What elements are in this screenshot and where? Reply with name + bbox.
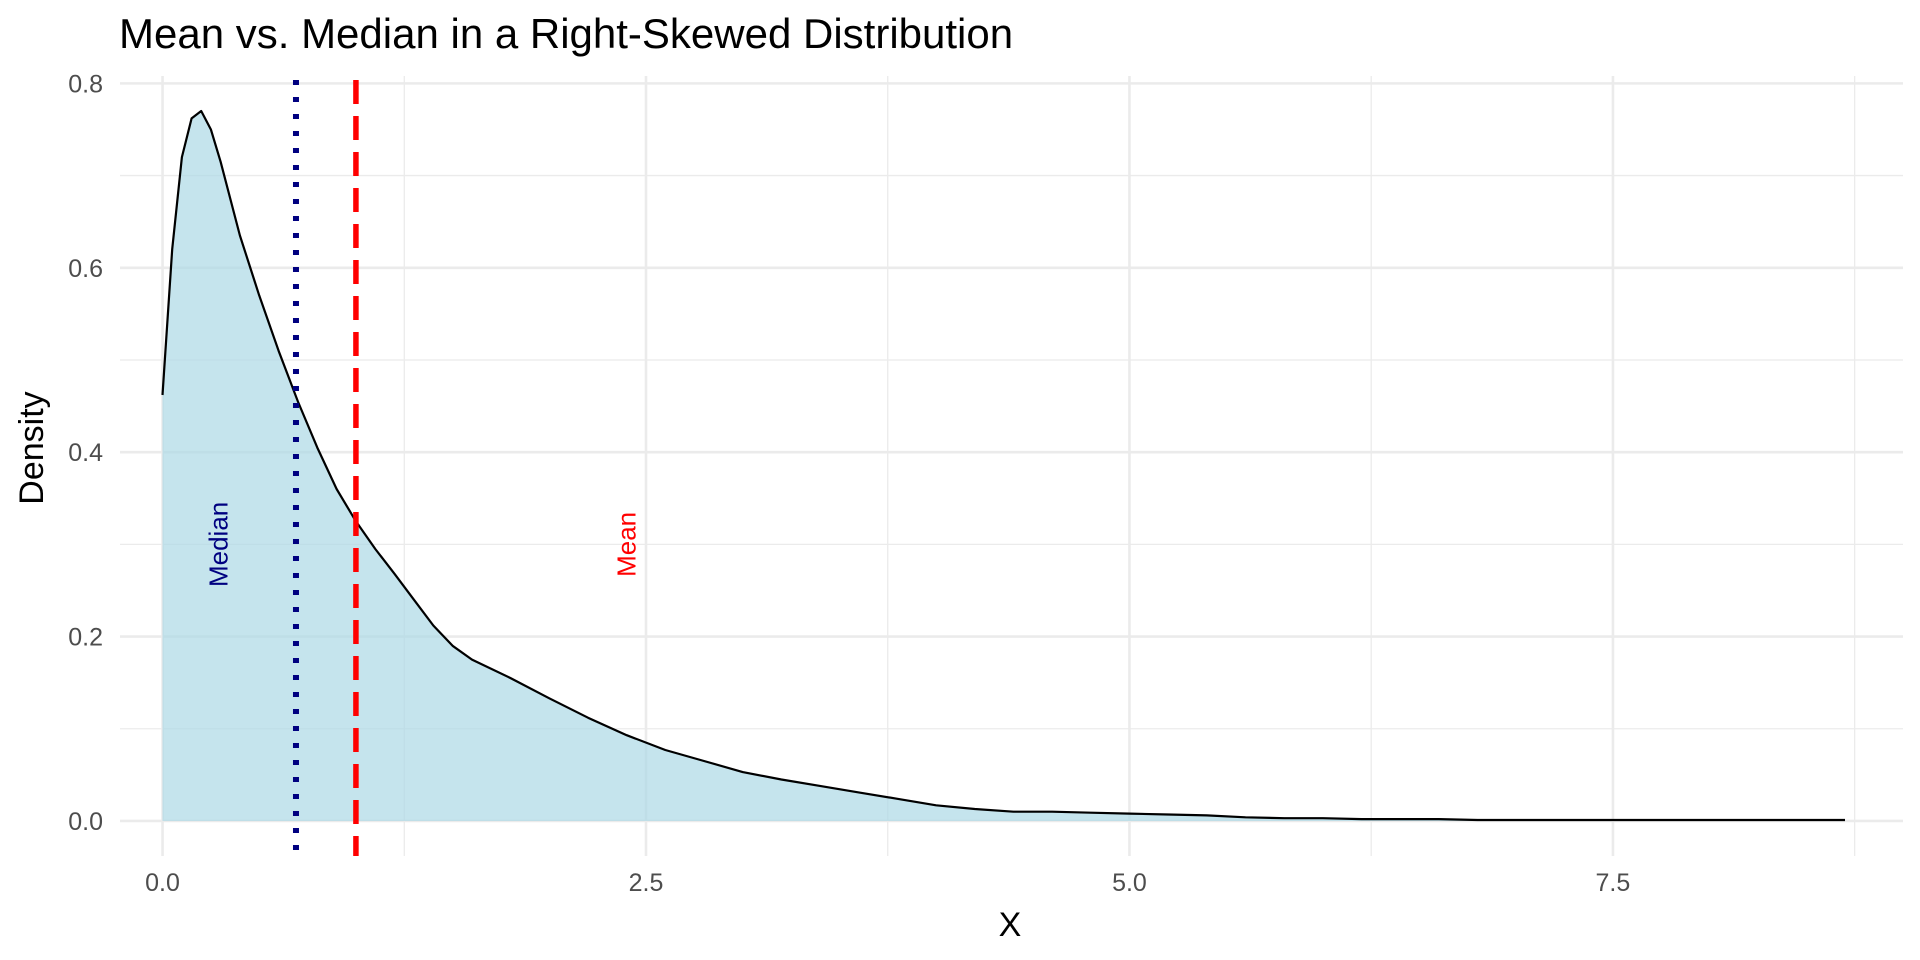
y-tick-label: 0.0 bbox=[68, 808, 103, 836]
x-axis-ticks: 0.0 2.5 5.0 7.5 bbox=[145, 869, 1630, 897]
x-tick-label: 2.5 bbox=[629, 869, 664, 897]
y-tick-label: 0.6 bbox=[68, 255, 103, 283]
reference-lines: Median Mean bbox=[204, 80, 642, 856]
chart-title: Mean vs. Median in a Right-Skewed Distri… bbox=[119, 10, 1013, 57]
x-axis-title: X bbox=[999, 906, 1022, 944]
y-tick-label: 0.8 bbox=[68, 70, 103, 98]
y-axis-title: Density bbox=[13, 391, 51, 504]
density-area bbox=[162, 111, 1845, 821]
x-tick-label: 0.0 bbox=[145, 869, 180, 897]
mean-annotation: Mean bbox=[612, 512, 642, 577]
x-tick-label: 7.5 bbox=[1596, 869, 1631, 897]
y-tick-label: 0.4 bbox=[68, 439, 103, 467]
y-tick-label: 0.2 bbox=[68, 624, 103, 652]
density-curve bbox=[161, 109, 1845, 822]
y-axis-ticks: 0.0 0.2 0.4 0.6 0.8 bbox=[68, 70, 103, 836]
median-annotation: Median bbox=[204, 502, 234, 587]
x-tick-label: 5.0 bbox=[1112, 869, 1147, 897]
